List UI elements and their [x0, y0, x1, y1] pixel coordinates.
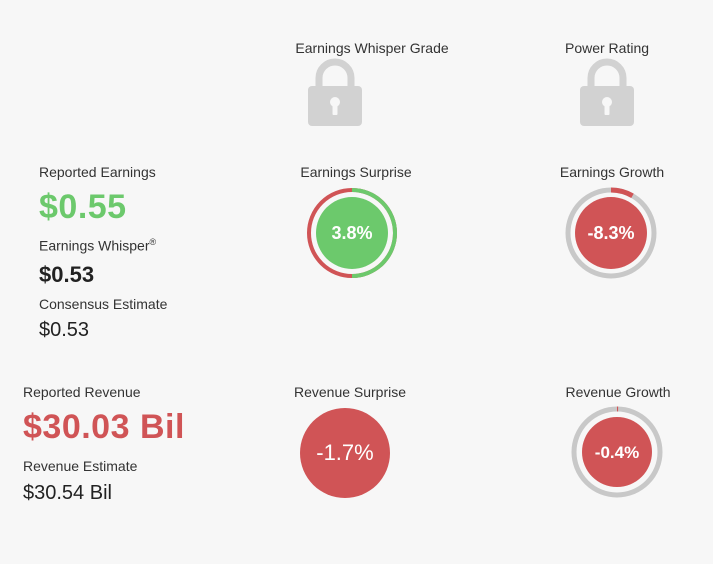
revenue-estimate-value: $30.54 Bil	[23, 482, 112, 504]
lock-icon[interactable]	[306, 58, 364, 128]
reported-revenue-label: Reported Revenue	[23, 384, 141, 400]
reported-earnings-label: Reported Earnings	[39, 164, 156, 180]
revenue-surprise-gauge: -1.7%	[300, 408, 390, 498]
earnings-growth-label: Earnings Growth	[559, 164, 665, 180]
revenue-surprise-value: -1.7%	[316, 440, 373, 465]
reported-revenue-value: $30.03 Bil	[23, 408, 185, 446]
revenue-surprise-label: Revenue Surprise	[293, 384, 407, 400]
consensus-estimate-value: $0.53	[39, 319, 90, 341]
revenue-estimate-label: Revenue Estimate	[23, 458, 138, 474]
whisper-grade-label: Earnings Whisper Grade	[295, 40, 449, 56]
consensus-estimate-label: Consensus Estimate	[39, 296, 168, 312]
revenue-growth-label: Revenue Growth	[565, 384, 671, 400]
earnings-surprise-label: Earnings Surprise	[300, 164, 412, 180]
reported-earnings-value: $0.55	[39, 188, 127, 226]
revenue-growth-gauge: -0.4%	[571, 406, 663, 498]
revenue-growth-value: -0.4%	[595, 443, 639, 462]
earnings-growth-value: -8.3%	[587, 223, 634, 243]
earnings-whisper-value: $0.53	[39, 262, 95, 287]
earnings-whisper-label: Earnings Whisper®	[39, 237, 157, 254]
earnings-growth-gauge: -8.3%	[565, 187, 657, 279]
power-rating-label: Power Rating	[564, 40, 650, 56]
earnings-surprise-value: 3.8%	[331, 223, 372, 243]
earnings-surprise-gauge: 3.8%	[307, 188, 397, 278]
lock-icon[interactable]	[578, 58, 636, 128]
